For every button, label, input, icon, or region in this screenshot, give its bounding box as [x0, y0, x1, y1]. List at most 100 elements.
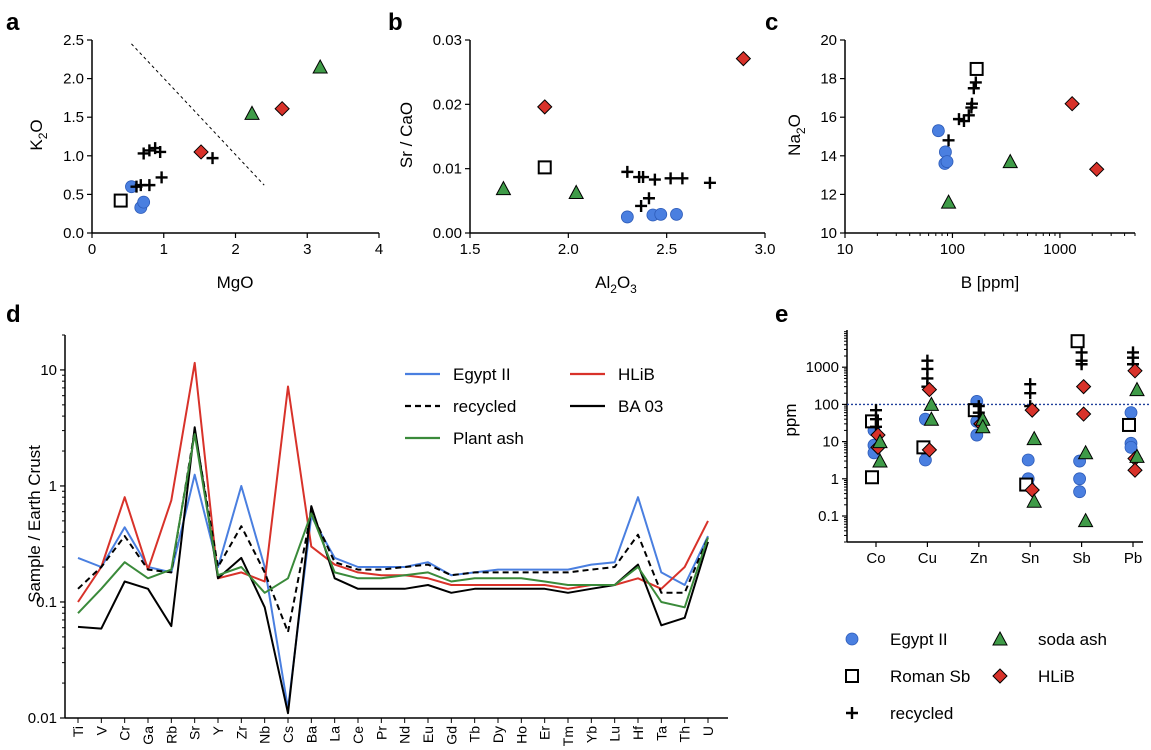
panel-e-point-recycled — [1075, 358, 1088, 371]
panel-c-x-tick-label: 10 — [837, 241, 854, 258]
panel-a-point-roman — [113, 193, 128, 208]
panel-e-x-tick-label: Cu — [918, 550, 937, 567]
panel-a-point-recycled — [143, 179, 156, 192]
panel-e-point-hlib — [921, 381, 938, 398]
panel-c-point-hlib — [1064, 95, 1080, 112]
panel-d-x-tick-label: Ba — [303, 726, 319, 743]
panel-e-y-tick-label: 1000 — [806, 359, 839, 376]
panel-d-x-tick-label: Gd — [443, 726, 459, 745]
panel-a-point-hlib — [193, 144, 209, 160]
panel-label-a: a — [6, 9, 20, 36]
panel-e-legend-marker-hlib — [992, 668, 1008, 684]
panel-e-point-egypt — [1073, 485, 1086, 499]
panel-e-point-soda — [1129, 381, 1145, 397]
panel-d-x-tick-label: Lu — [607, 726, 623, 742]
panel-d-y-tick-label: 0.01 — [28, 710, 57, 727]
panel-d-x-tick-label: Pr — [373, 726, 389, 740]
panel-a-ylabel: K2O — [27, 119, 50, 150]
panel-e-x-tick-label: Co — [866, 550, 885, 567]
panel-d-x-tick-label: Y — [210, 725, 226, 735]
panel-d-x-tick-label: Cs — [280, 726, 296, 743]
panel-b-x-tick-label: 2.0 — [558, 241, 579, 258]
panel-d-x-tick-label: Nd — [397, 726, 413, 744]
panel-c-y-tick-label: 16 — [820, 109, 837, 126]
panel-d-x-tick-label: Sr — [187, 726, 203, 740]
panel-c-point-egypt — [940, 155, 954, 168]
panel-b-point-roman — [537, 160, 552, 175]
panel-b-point-egypt — [670, 207, 683, 221]
panel-e-point-soda — [974, 418, 991, 434]
panel-label-d: d — [6, 301, 21, 328]
panel-c-point-soda — [1002, 153, 1019, 169]
panel-c-point-hlib — [1088, 161, 1105, 178]
panel-e-point-soda — [923, 396, 940, 411]
panel-c-point-roman — [969, 61, 984, 76]
panel-b-point-hlib — [735, 50, 752, 67]
panel-c-x-tick-label: 1000 — [1043, 241, 1076, 258]
panel-e-legend-marker-recycled — [846, 707, 858, 719]
panel-b-y-tick-label: 0.01 — [433, 161, 462, 178]
panel-d-legend-label-black: BA 03 — [618, 397, 663, 416]
panel-b-y-tick-label: 0.03 — [433, 32, 462, 49]
panel-a-point-egypt — [137, 195, 151, 209]
panel-b-point-egypt — [654, 207, 668, 221]
panel-a-x-tick-label: 1 — [160, 241, 168, 258]
panel-e-legend-marker-soda — [992, 630, 1008, 646]
panel-b-y-tick-label: 0.02 — [433, 96, 462, 113]
panel-c-point-soda — [940, 194, 957, 209]
panel-d-x-tick-label: Rb — [163, 726, 179, 744]
panel-a-point-recycled — [155, 171, 168, 184]
panel-e-y-tick-label: 0.1 — [818, 508, 839, 525]
panel-e-point-soda — [1026, 430, 1043, 446]
panel-a-y-tick-label: 2.5 — [63, 32, 84, 49]
panel-d-legend-label-egypt: Egypt II — [453, 365, 511, 384]
panel-e-point-egypt — [1073, 472, 1086, 486]
panel-label-c: c — [765, 9, 778, 36]
panel-a-y-tick-label: 1.5 — [63, 109, 84, 126]
panel-c-x-tick-label: 100 — [940, 241, 965, 258]
panel-d-x-tick-label: Tm — [560, 726, 576, 746]
panel-e-legend-label-recycled: recycled — [890, 704, 953, 723]
panel-e-point-hlib — [921, 442, 938, 458]
panel-d-x-tick-label: Ta — [653, 726, 669, 741]
panel-d-legend-label-plant: Plant ash — [453, 429, 524, 448]
panel-d-x-tick-label: Ga — [140, 726, 156, 745]
panel-e-legend-label-roman: Roman Sb — [890, 667, 970, 686]
panel-d-line-black — [77, 426, 709, 715]
panel-b-point-egypt — [620, 210, 634, 224]
panel-a-point-hlib — [274, 101, 290, 117]
panel-d-ylabel: Sample / Earth Crust — [25, 445, 44, 603]
panel-b-point-soda — [495, 180, 512, 196]
panel-d-legend-label-hlib: HLiB — [618, 365, 655, 384]
panel-e-y-tick-label: 1 — [831, 471, 839, 488]
panel-d-y-tick-label: 10 — [40, 362, 57, 379]
panel-d-x-tick-label: Er — [537, 726, 553, 740]
panel-e-x-tick-label: Sn — [1021, 550, 1039, 567]
panel-b-point-recycled — [637, 171, 650, 184]
panel-a-point-soda — [244, 105, 260, 120]
panel-c-y-tick-label: 10 — [820, 225, 837, 242]
panel-c-ylabel: Na2O — [785, 114, 808, 156]
panel-label-b: b — [388, 9, 403, 36]
panel-d-x-tick-label: Ho — [513, 726, 529, 744]
panel-c-point-recycled — [965, 97, 978, 110]
panel-a-x-tick-label: 4 — [375, 241, 383, 258]
panel-d-x-tick-label: Dy — [490, 726, 506, 743]
panel-e-y-tick-label: 10 — [822, 434, 839, 451]
panel-e-legend-marker-egypt — [845, 632, 859, 646]
panel-e-point-soda — [872, 452, 888, 468]
panel-b-xlabel: Al2O3 — [595, 273, 637, 296]
panel-a-y-tick-label: 0.0 — [63, 225, 84, 242]
panel-d-line-recycled — [77, 429, 709, 634]
panel-e-point-hlib — [1075, 406, 1092, 422]
panel-e-point-soda — [1077, 444, 1094, 460]
panel-a-xlabel: MgO — [217, 273, 254, 292]
panel-b-x-tick-label: 3.0 — [755, 241, 776, 258]
panel-b-point-soda — [568, 184, 585, 199]
panel-d-x-tick-label: U — [700, 726, 716, 736]
panel-b-point-recycled — [648, 173, 661, 186]
panel-c-y-tick-label: 20 — [820, 32, 837, 49]
panel-b-point-recycled — [703, 176, 716, 189]
panel-e-point-roman — [1070, 334, 1085, 349]
